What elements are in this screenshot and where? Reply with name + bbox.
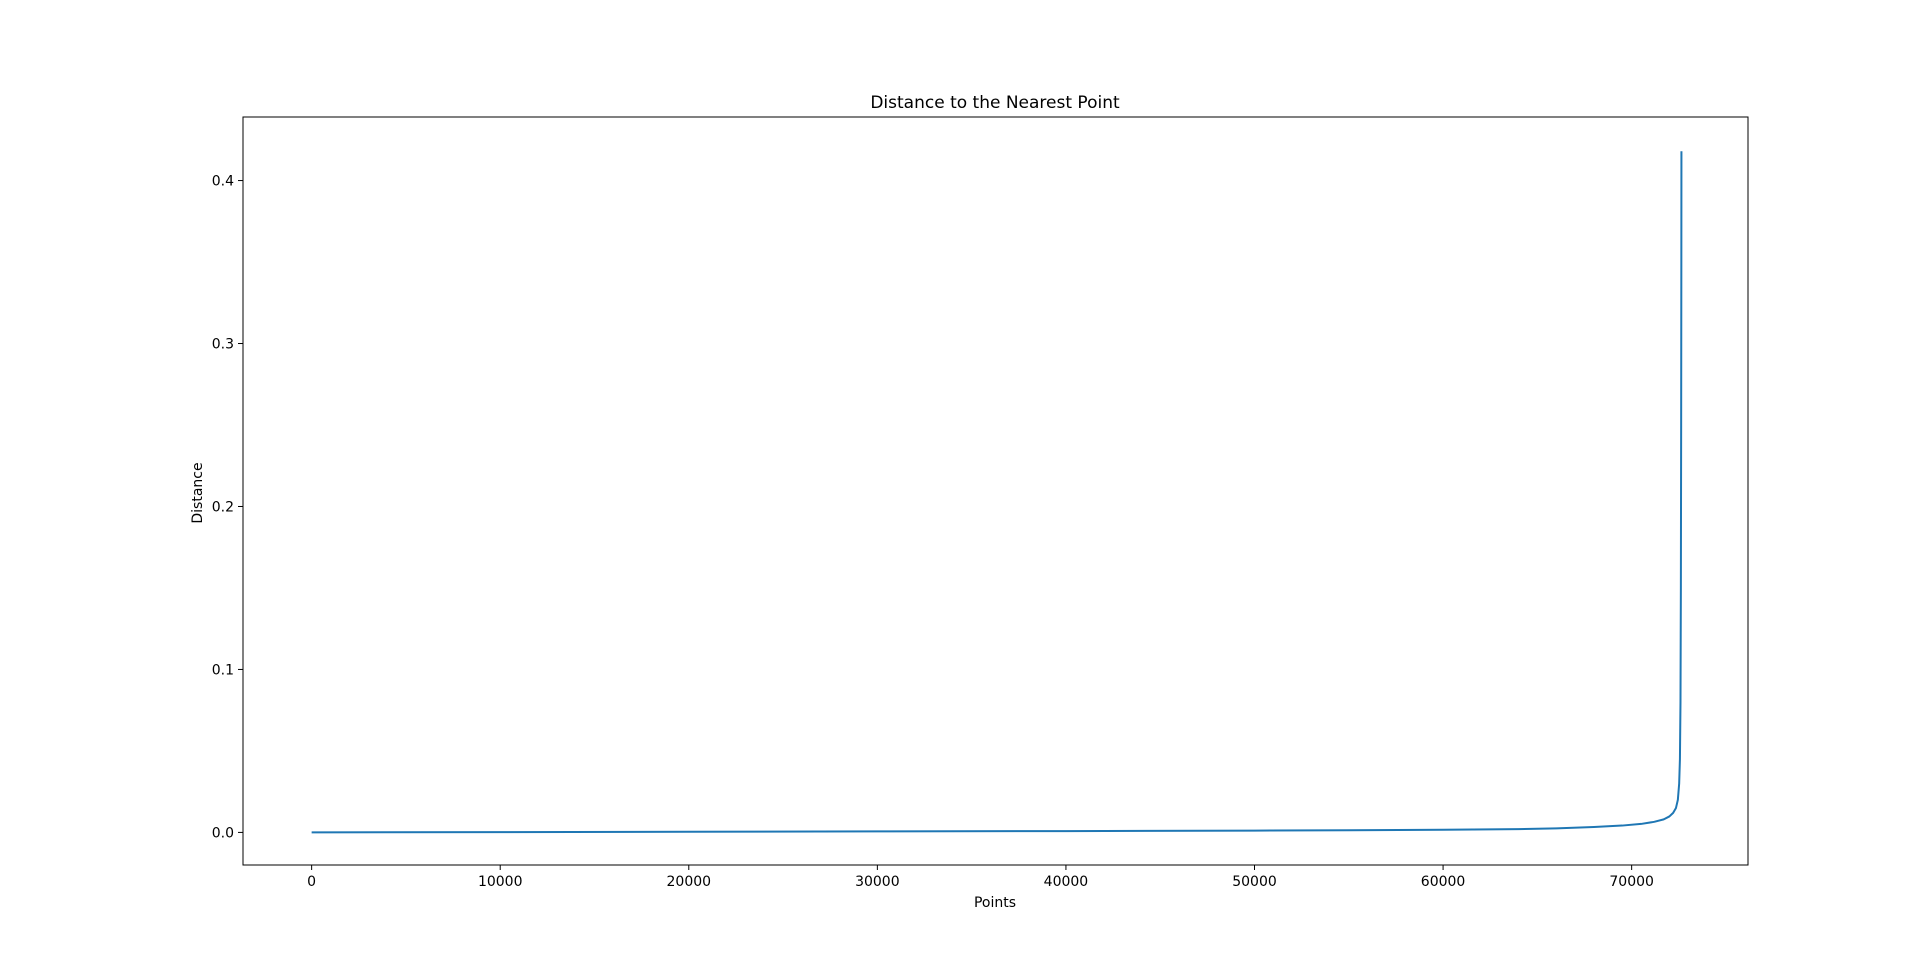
plot-area-frame [242, 116, 1749, 866]
x-tick-label: 20000 [667, 874, 712, 890]
chart-title: Distance to the Nearest Point [870, 93, 1120, 113]
y-axis-label: Distance [190, 462, 206, 523]
y-tick-label: 0.2 [212, 499, 234, 515]
x-axis-ticks: 0 10000 20000 30000 40000 50000 60000 70000 [307, 865, 1654, 890]
y-axis-ticks: 0.0 0.1 0.2 0.3 0.4 [212, 174, 243, 841]
y-tick-label: 0.0 [212, 825, 234, 841]
x-tick-label: 30000 [855, 874, 900, 890]
series-layer [311, 151, 1683, 834]
y-tick-label: 0.4 [212, 174, 234, 190]
x-tick-label: 50000 [1232, 874, 1277, 890]
x-tick-label: 0 [307, 874, 316, 890]
x-tick-label: 10000 [478, 874, 523, 890]
x-tick-label: 60000 [1421, 874, 1466, 890]
x-tick-label: 40000 [1044, 874, 1089, 890]
y-tick-label: 0.1 [212, 662, 234, 678]
x-axis-label: Points [974, 895, 1016, 911]
x-tick-label: 70000 [1609, 874, 1654, 890]
series-line-0 [311, 151, 1683, 834]
y-tick-label: 0.3 [212, 337, 234, 353]
